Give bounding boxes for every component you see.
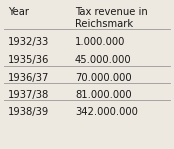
Text: Year: Year	[8, 7, 29, 17]
Text: Tax revenue in
Reichsmark: Tax revenue in Reichsmark	[75, 7, 148, 29]
Text: 1935/36: 1935/36	[8, 55, 49, 65]
Text: 1937/38: 1937/38	[8, 90, 49, 100]
Text: 81.000.000: 81.000.000	[75, 90, 132, 100]
Text: 1936/37: 1936/37	[8, 73, 49, 83]
Text: 1938/39: 1938/39	[8, 107, 49, 117]
Text: 1.000.000: 1.000.000	[75, 37, 125, 47]
Text: 342.000.000: 342.000.000	[75, 107, 138, 117]
Text: 1932/33: 1932/33	[8, 37, 49, 47]
Text: 45.000.000: 45.000.000	[75, 55, 132, 65]
Text: 70.000.000: 70.000.000	[75, 73, 132, 83]
